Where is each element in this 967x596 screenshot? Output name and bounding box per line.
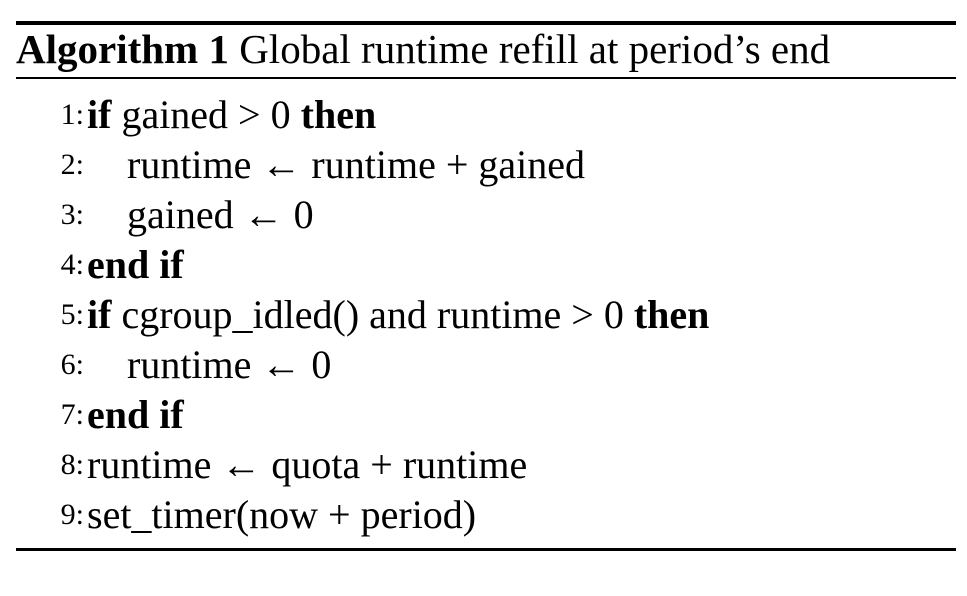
line-number: 4:: [60, 248, 84, 281]
line-code: runtime ← quota + runtime: [87, 440, 527, 490]
algorithm-lines: 1: if gained > 0 then 2: runtime ← runtime …: [16, 90, 956, 540]
code-text: gained ← 0: [127, 192, 314, 237]
code-text: runtime ← quota + runtime: [87, 442, 528, 487]
line-code: gained ← 0: [127, 190, 314, 240]
line-number: 7:: [60, 398, 84, 431]
line-number: 5:: [60, 298, 84, 331]
code-text: gained > 0: [111, 92, 301, 137]
keyword: if: [87, 292, 112, 337]
line-code: set_timer(now + period): [87, 490, 476, 540]
line-number: 9:: [60, 498, 84, 531]
keyword: if: [87, 92, 112, 137]
line-code: end if: [87, 390, 184, 440]
keyword: then: [300, 92, 377, 137]
algorithm-title: Global runtime refill at period’s end: [239, 26, 831, 72]
algorithm-line: 7: end if: [16, 390, 956, 440]
top-rule: [16, 21, 956, 25]
algorithm-caption: Algorithm 1 Global runtime refill at per…: [16, 26, 830, 72]
algorithm-block: Algorithm 1 Global runtime refill at per…: [16, 0, 956, 596]
caption-rule: [16, 77, 956, 79]
code-text: runtime ← runtime + gained: [127, 142, 586, 187]
line-number: 1:: [60, 98, 84, 131]
algorithm-line: 4: end if: [16, 240, 956, 290]
keyword: end if: [87, 242, 184, 287]
line-code: runtime ← 0: [127, 340, 331, 390]
line-number: 3:: [60, 198, 84, 231]
algorithm-line: 6: runtime ← 0: [16, 340, 956, 390]
code-text: set_timer(now + period): [87, 492, 477, 537]
bottom-rule: [16, 548, 956, 551]
line-code: runtime ← runtime + gained: [127, 140, 585, 190]
keyword: end if: [87, 392, 184, 437]
line-code: if cgroup_idled() and runtime > 0 then: [87, 290, 709, 340]
line-number: 8:: [60, 448, 84, 481]
algorithm-label: Algorithm 1: [16, 26, 229, 72]
line-code: end if: [87, 240, 184, 290]
line-code: if gained > 0 then: [87, 90, 376, 140]
line-number: 2:: [60, 148, 84, 181]
line-number: 6:: [60, 348, 84, 381]
keyword: then: [633, 292, 710, 337]
algorithm-line: 1: if gained > 0 then: [16, 90, 956, 140]
algorithm-line: 3: gained ← 0: [16, 190, 956, 240]
code-text: runtime ← 0: [127, 342, 332, 387]
code-text: cgroup_idled() and runtime > 0: [111, 292, 634, 337]
algorithm-line: 5: if cgroup_idled() and runtime > 0 then: [16, 290, 956, 340]
algorithm-line: 8: runtime ← quota + runtime: [16, 440, 956, 490]
algorithm-line: 9: set_timer(now + period): [16, 490, 956, 540]
algorithm-line: 2: runtime ← runtime + gained: [16, 140, 956, 190]
